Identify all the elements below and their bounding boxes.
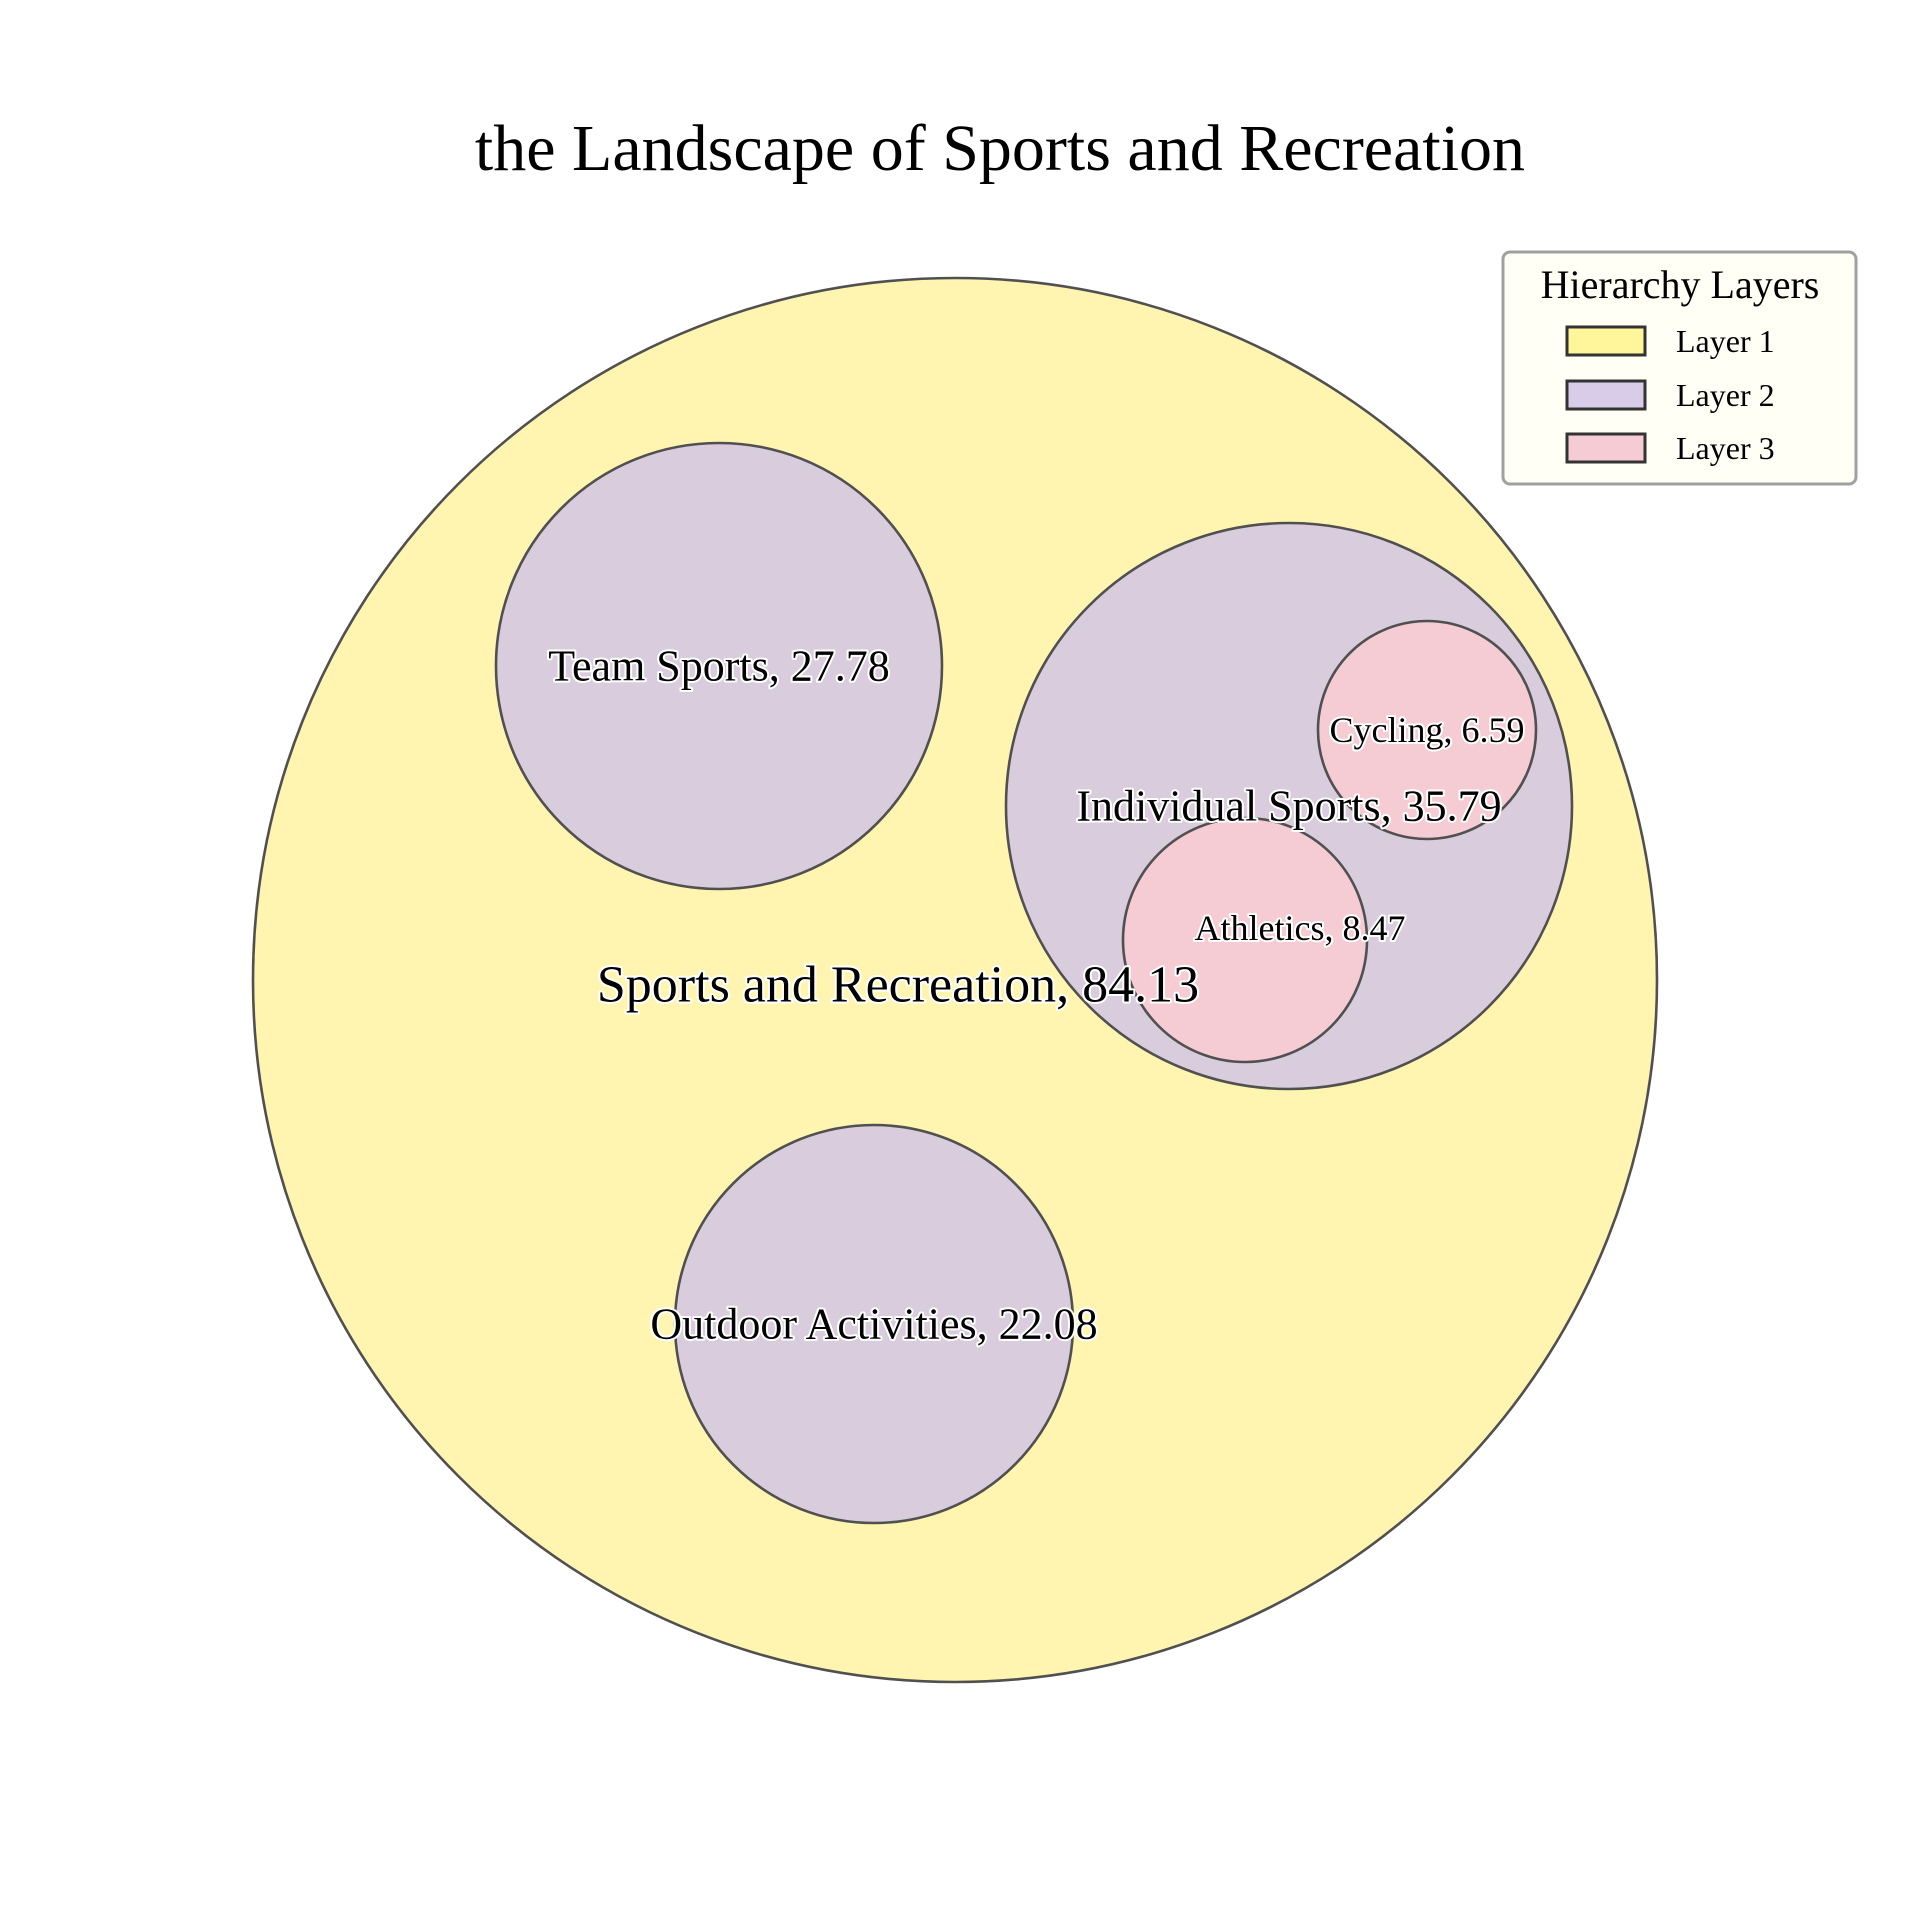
legend-swatch-layer-3 [1565,432,1647,464]
legend-title: Hierarchy Layers [1541,262,1820,307]
bubble-label-sports-and-recreation: Sports and Recreation, 84.13 [597,957,1199,1014]
legend-swatch-layer-2 [1565,379,1647,411]
bubble-label-cycling: Cycling, 6.59 [1330,710,1525,750]
bubble-label-individual-sports: Individual Sports, 35.79 [1076,782,1501,831]
bubble-athletics [1121,816,1369,1064]
legend-label-layer-2: Layer 2 [1676,377,1775,413]
bubble-cycling [1316,619,1538,841]
legend-label-layer-3: Layer 3 [1676,430,1775,466]
bubble-label-athletics: Athletics, 8.47 [1195,908,1406,948]
bubble-team-sports [494,441,944,891]
legend-swatch-layer-1 [1565,325,1647,357]
bubble-outdoor-activities [673,1123,1075,1525]
bubble-label-team-sports: Team Sports, 27.78 [548,642,890,691]
legend: Hierarchy Layers Layer 1 Layer 2 Layer 3 [1501,250,1858,486]
bubble-label-outdoor-activities: Outdoor Activities, 22.08 [650,1300,1097,1349]
chart-title: the Landscape of Sports and Recreation [475,112,1525,185]
legend-box [1501,250,1858,486]
bubble-labels-layer: Sports and Recreation, 84.13 Team Sports,… [546,640,1526,1351]
bubbles-layer [251,276,1659,1684]
legend-label-layer-1: Layer 1 [1676,323,1775,359]
